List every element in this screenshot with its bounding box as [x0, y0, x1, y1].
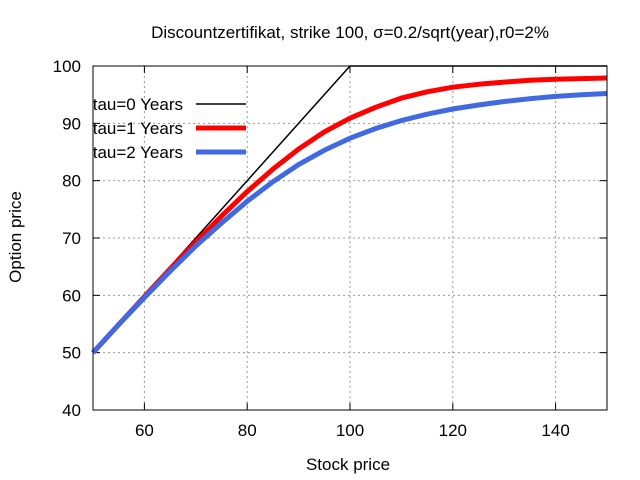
- legend-label: tau=0 Years: [93, 95, 183, 114]
- series-line-3: [91, 91, 608, 355]
- y-axis-label: Option price: [6, 191, 25, 283]
- y-tick-label: 90: [62, 114, 81, 133]
- x-axis-label: Stock price: [306, 455, 390, 474]
- legend-label: tau=1 Years: [93, 119, 183, 138]
- plot-frame: [92, 65, 608, 411]
- legend-label: tau=2 Years: [93, 143, 183, 162]
- axis-ticks: 40 50 60 70 80 90 100 60 80 100 120 140: [53, 57, 607, 440]
- y-tick-label: 40: [62, 401, 81, 420]
- x-tick-label: 80: [238, 421, 257, 440]
- x-tick-label: 100: [336, 421, 364, 440]
- gridlines: [93, 66, 607, 410]
- y-tick-label: 60: [62, 286, 81, 305]
- chart-title: Discountzertifikat, strike 100, σ=0.2/sq…: [151, 23, 549, 42]
- x-tick-label: 60: [135, 421, 154, 440]
- y-tick-label: 80: [62, 172, 81, 191]
- y-tick-label: 100: [53, 57, 81, 76]
- x-tick-label: 120: [439, 421, 467, 440]
- x-tick-label: 140: [541, 421, 569, 440]
- y-tick-label: 70: [62, 229, 81, 248]
- legend: tau=0 Years tau=1 Years tau=2 Years: [93, 95, 246, 162]
- y-tick-label: 50: [62, 344, 81, 363]
